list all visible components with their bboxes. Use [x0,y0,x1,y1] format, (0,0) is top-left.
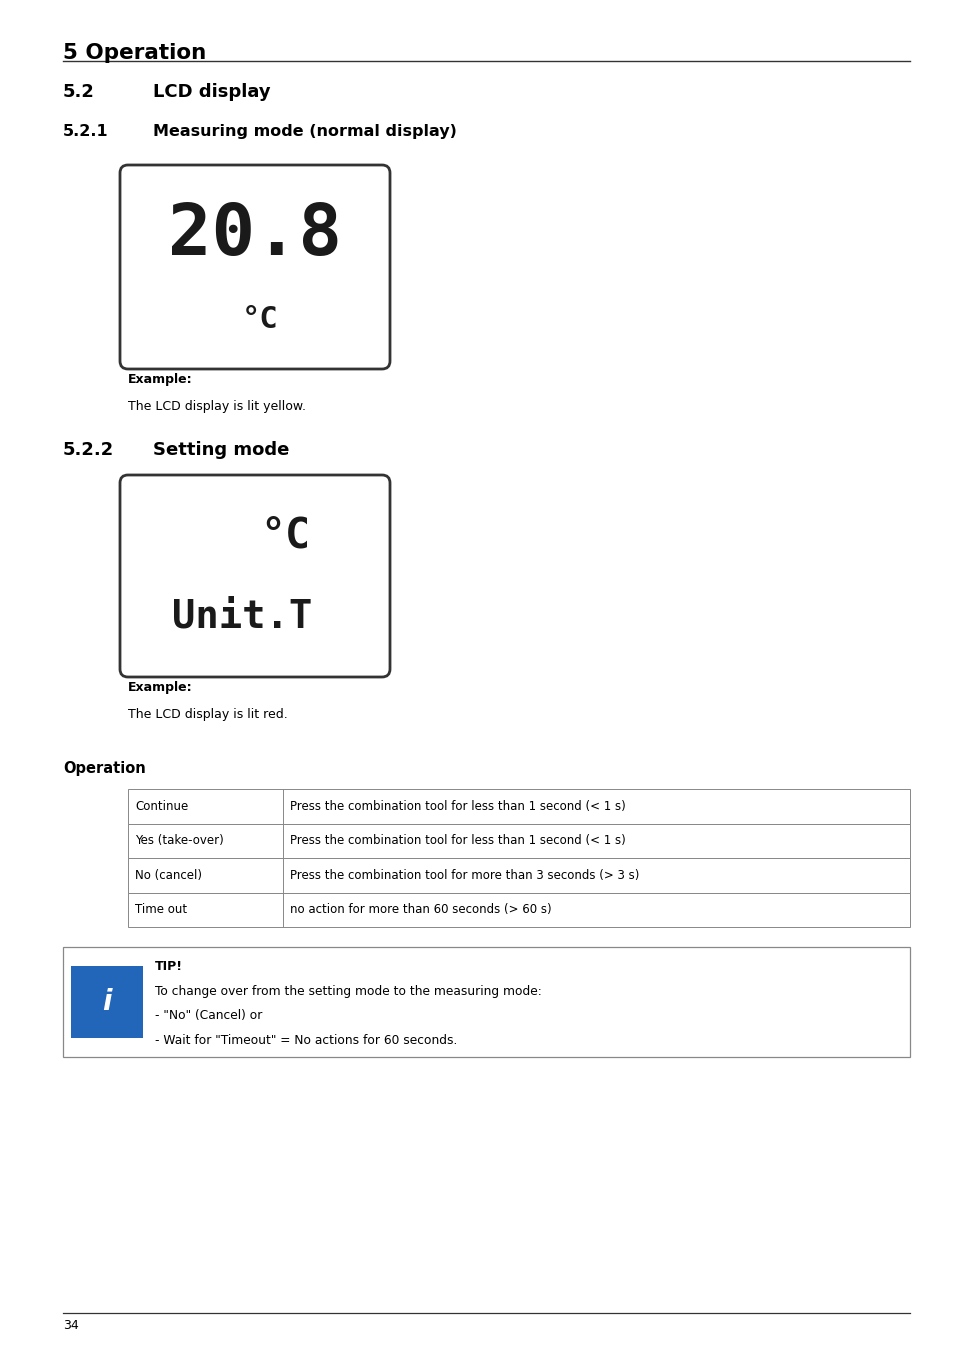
Text: Measuring mode (normal display): Measuring mode (normal display) [152,124,456,139]
Bar [128,824,909,858]
Text: The LCD display is lit red.: The LCD display is lit red. [128,708,288,721]
Bar [128,789,909,824]
Text: TIP!: TIP! [154,961,183,973]
Text: 5.2: 5.2 [63,82,94,101]
Text: To change over from the setting mode to the measuring mode:: To change over from the setting mode to … [154,985,541,997]
FancyBboxPatch shape [120,165,390,369]
Text: i: i [102,988,112,1016]
Text: Example:: Example: [128,373,193,386]
Text: 20.8: 20.8 [168,200,341,270]
Text: Time out: Time out [135,904,187,916]
Text: No (cancel): No (cancel) [135,869,202,882]
Text: Unit.T: Unit.T [172,598,312,636]
Text: LCD display: LCD display [152,82,271,101]
Text: Yes (take-over): Yes (take-over) [135,835,224,847]
Text: Operation: Operation [63,761,146,775]
Bar [128,893,909,927]
Text: 34: 34 [63,1319,79,1332]
Text: - Wait for "Timeout" = No actions for 60 seconds.: - Wait for "Timeout" = No actions for 60… [154,1034,456,1047]
Text: 5.2.1: 5.2.1 [63,124,109,139]
Text: Press the combination tool for less than 1 second (< 1 s): Press the combination tool for less than… [290,800,625,813]
Text: no action for more than 60 seconds (> 60 s): no action for more than 60 seconds (> 60… [290,904,551,916]
Text: 5.2.2: 5.2.2 [63,440,114,459]
Text: Press the combination tool for more than 3 seconds (> 3 s): Press the combination tool for more than… [290,869,639,882]
Text: Example:: Example: [128,681,193,694]
Text: The LCD display is lit yellow.: The LCD display is lit yellow. [128,400,306,413]
Text: °C: °C [260,515,310,557]
Text: Setting mode: Setting mode [152,440,289,459]
Text: Press the combination tool for less than 1 second (< 1 s): Press the combination tool for less than… [290,835,625,847]
FancyBboxPatch shape [120,476,390,677]
Text: 5 Operation: 5 Operation [63,43,206,63]
Bar [128,858,909,893]
Text: °C: °C [241,305,278,334]
Text: Continue: Continue [135,800,188,813]
Bar [63,947,909,1056]
Text: - "No" (Cancel) or: - "No" (Cancel) or [154,1009,262,1021]
Bar [71,966,143,1038]
